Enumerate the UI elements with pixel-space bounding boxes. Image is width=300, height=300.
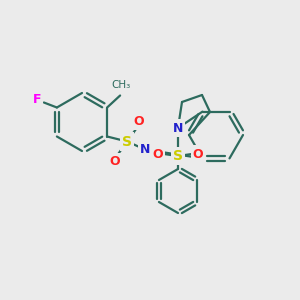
Text: O: O (134, 115, 144, 128)
Text: H: H (153, 148, 161, 158)
Text: N: N (173, 122, 183, 134)
Text: N: N (140, 143, 150, 156)
Text: F: F (33, 93, 41, 106)
Text: CH₃: CH₃ (112, 80, 131, 91)
Text: O: O (110, 155, 120, 168)
Text: O: O (153, 148, 163, 160)
Text: O: O (193, 148, 203, 160)
Text: S: S (173, 149, 183, 163)
Text: S: S (122, 134, 132, 148)
